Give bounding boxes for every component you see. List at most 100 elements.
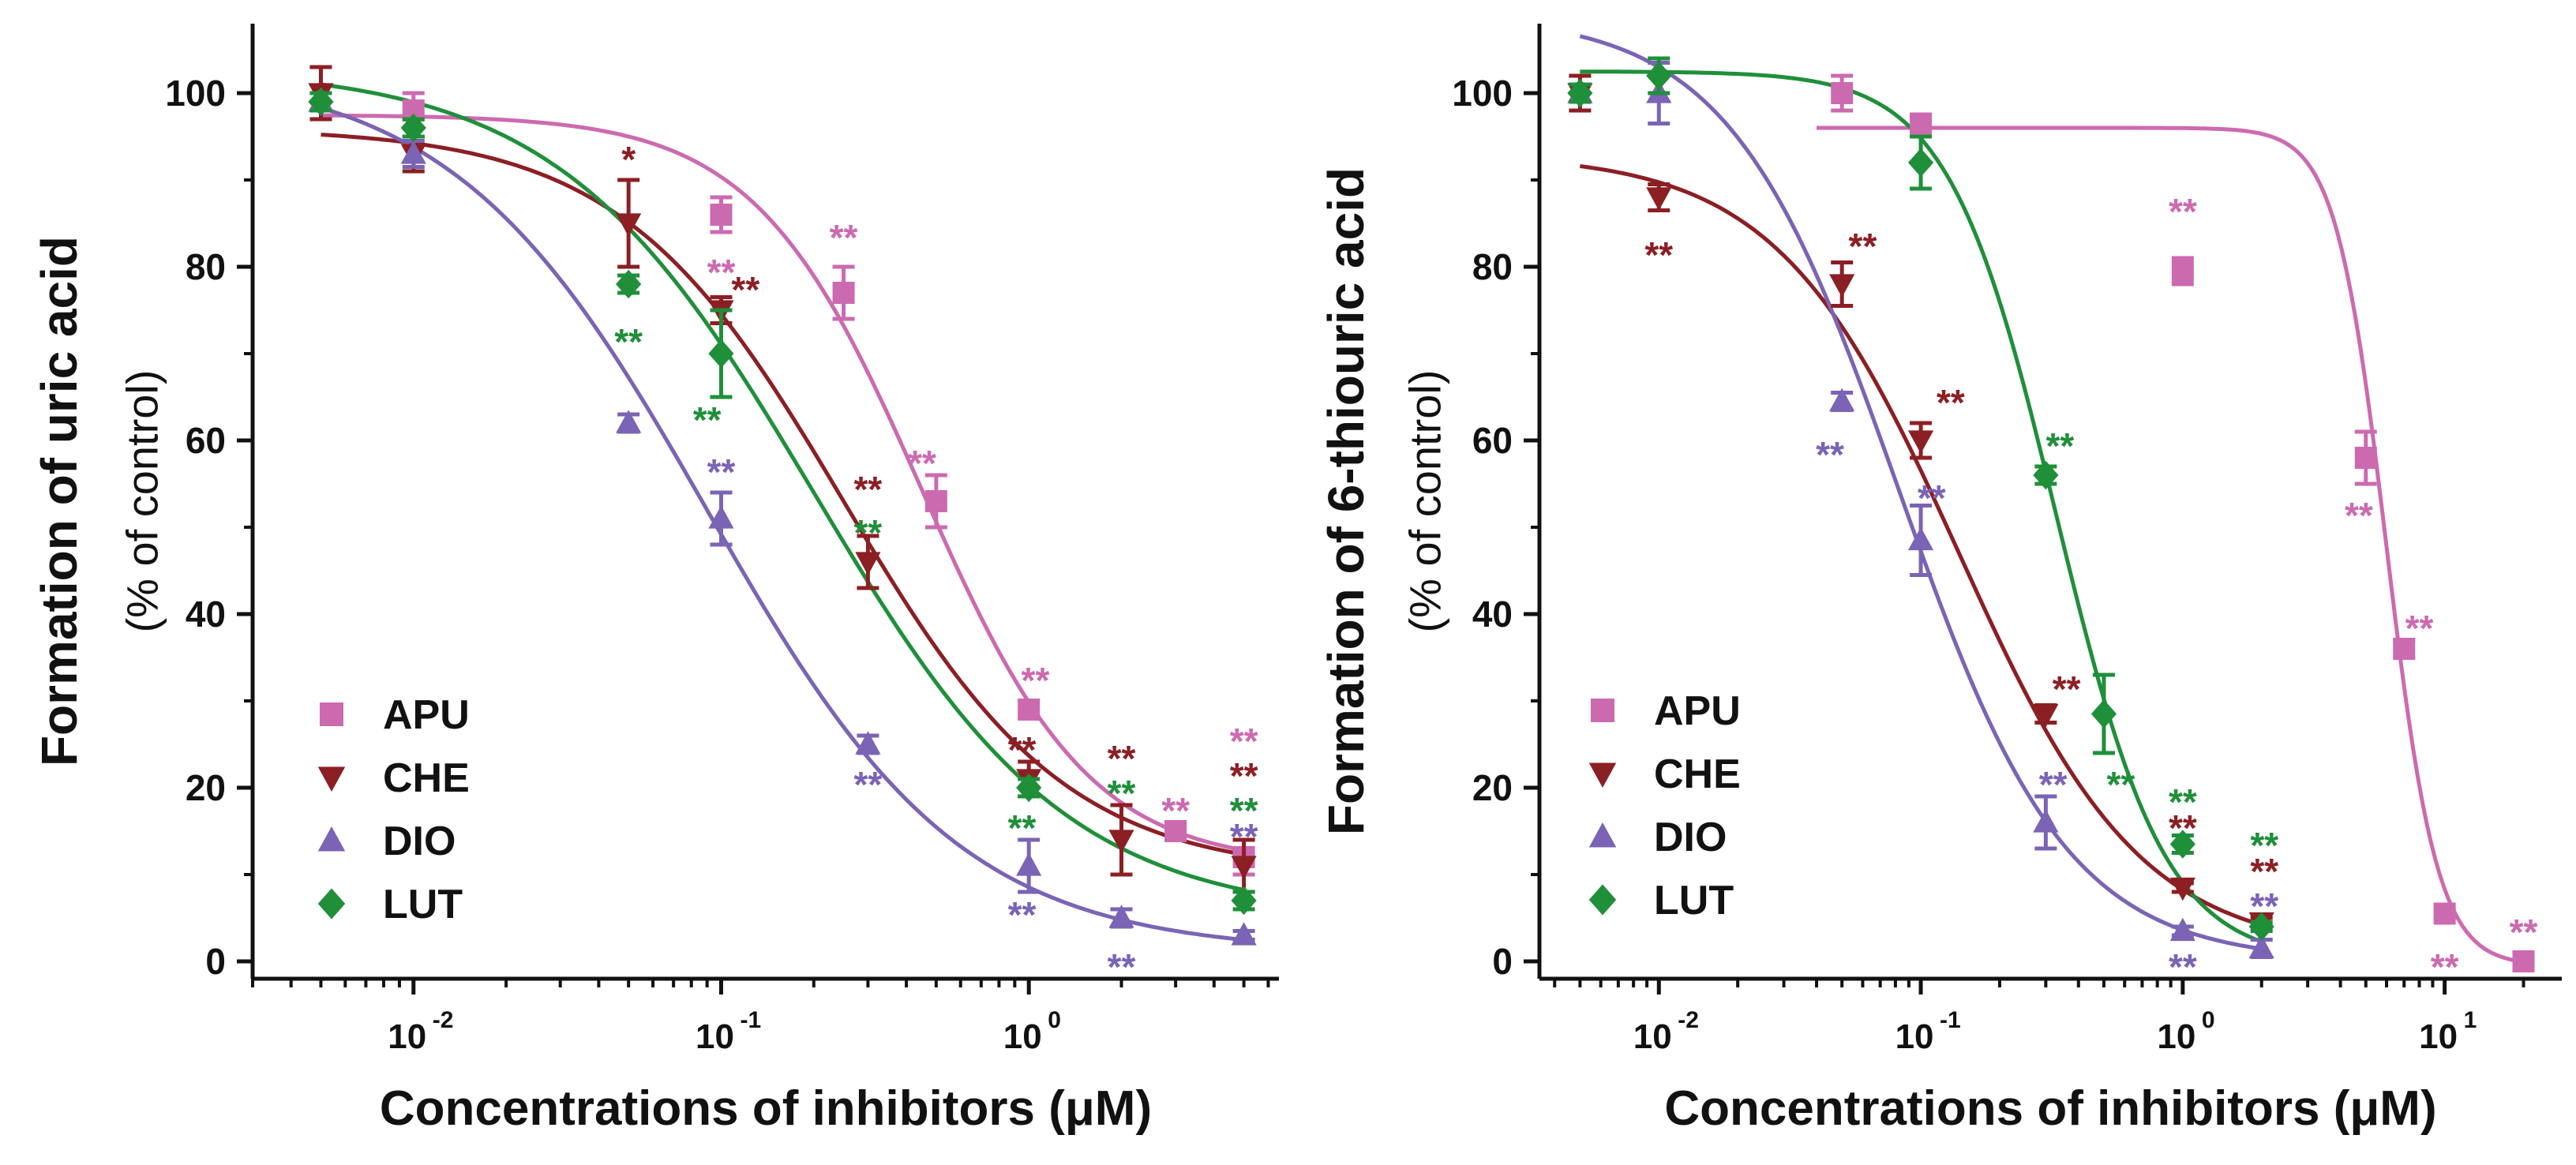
data-point-che	[1829, 274, 1855, 298]
y-tick-label: 40	[186, 594, 226, 635]
legend-label-che: CHE	[1654, 751, 1741, 797]
y-tick-label: 0	[1492, 941, 1513, 982]
data-point-dio	[708, 505, 734, 529]
significance-mark: *	[621, 139, 636, 180]
significance-mark: **	[1008, 729, 1037, 770]
x-tick-label: 10	[388, 1017, 426, 1056]
significance-mark: **	[2039, 764, 2068, 805]
legend-label-dio: DIO	[383, 818, 456, 864]
y-tick-label: 80	[186, 246, 226, 287]
data-point-apu	[1018, 699, 1041, 721]
legend-label-apu: APU	[1654, 688, 1741, 734]
x-tick-label: 10	[1895, 1017, 1934, 1056]
significance-mark: **	[2045, 425, 2074, 466]
y-tick-label: 40	[1472, 594, 1513, 635]
data-point-apu	[2512, 950, 2535, 972]
x-tick-label: 10	[2419, 1017, 2458, 1056]
significance-mark: **	[1108, 946, 1136, 987]
data-point-lut	[2248, 912, 2274, 942]
x-tick-exponent: -1	[1940, 1007, 1961, 1033]
x-tick-label: 10	[696, 1017, 734, 1056]
legend-label-che: CHE	[383, 755, 470, 801]
significance-mark: **	[1022, 660, 1050, 701]
significance-mark: **	[854, 469, 883, 510]
significance-mark: **	[1161, 790, 1190, 831]
significance-mark: **	[1918, 478, 1946, 519]
y-axis-subtitle: (% of control)	[118, 370, 167, 633]
data-point-che	[616, 213, 642, 237]
y-tick-label: 100	[1452, 73, 1513, 114]
data-point-lut	[1646, 61, 1672, 91]
significance-mark: **	[614, 321, 643, 362]
y-tick-label: 60	[186, 420, 226, 461]
data-point-dio	[1016, 852, 1042, 876]
legend-marker-che	[1588, 762, 1617, 788]
data-point-apu	[2354, 447, 2377, 469]
fit-curve-dio	[320, 106, 1244, 942]
significance-mark: **	[854, 512, 883, 553]
significance-mark: **	[2250, 825, 2278, 866]
fit-curve-apu	[1817, 125, 2524, 965]
data-point-lut	[2169, 830, 2195, 859]
significance-mark: **	[2510, 912, 2538, 953]
data-point-che	[2033, 703, 2059, 728]
x-tick-exponent: 0	[2202, 1007, 2215, 1033]
y-axis-title: Formation of 6-thiouric acid	[1318, 167, 1374, 835]
significance-mark: **	[1937, 382, 1965, 423]
legend-label-lut: LUT	[1654, 878, 1734, 923]
data-point-dio	[2033, 809, 2059, 833]
y-axis-subtitle: (% of control)	[1400, 370, 1450, 633]
significance-mark: **	[1008, 807, 1037, 848]
legend-marker-dio	[1588, 822, 1617, 848]
y-tick-label: 20	[186, 767, 226, 808]
data-point-dio	[616, 410, 642, 433]
x-tick-exponent: 1	[2464, 1007, 2477, 1033]
y-tick-label: 20	[1472, 767, 1513, 808]
data-point-che	[1646, 187, 1672, 211]
fit-curve-che	[321, 133, 1245, 857]
data-point-lut	[400, 113, 426, 143]
data-point-lut	[308, 87, 334, 117]
significance-mark: **	[2169, 946, 2197, 987]
legend-label-lut: LUT	[383, 882, 463, 927]
significance-mark: **	[2169, 781, 2197, 822]
legend-marker-lut	[1588, 884, 1617, 916]
data-point-dio	[1829, 388, 1855, 412]
data-point-dio	[400, 140, 426, 164]
significance-mark: **	[2250, 886, 2278, 927]
data-point-apu	[924, 490, 947, 512]
x-tick-label: 10	[1003, 1017, 1042, 1056]
significance-mark: **	[1230, 721, 1258, 762]
data-point-lut	[1231, 886, 1257, 916]
legend-marker-apu	[320, 702, 343, 726]
data-point-apu	[2393, 638, 2416, 660]
data-point-dio	[2248, 935, 2274, 959]
significance-mark: **	[830, 217, 858, 258]
x-tick-exponent: -1	[740, 1007, 761, 1033]
significance-mark: **	[854, 764, 883, 805]
x-tick-label: 10	[2157, 1017, 2195, 1056]
legend-label-dio: DIO	[1654, 815, 1727, 860]
significance-mark: **	[2345, 495, 2373, 536]
data-point-apu	[2433, 902, 2456, 925]
legend-marker-che	[317, 766, 346, 792]
data-point-lut	[616, 269, 642, 299]
legend-marker-apu	[1591, 699, 1614, 722]
x-axis-title: Concentrations of inhibitors (μM)	[1664, 1081, 2436, 1136]
data-point-lut	[1907, 148, 1934, 178]
data-point-lut	[2033, 460, 2059, 490]
data-point-che	[1108, 830, 1134, 853]
significance-mark: **	[1230, 816, 1258, 857]
data-point-apu	[710, 204, 733, 226]
x-tick-exponent: -2	[1678, 1007, 1699, 1033]
fit-curve-che	[1580, 164, 2263, 927]
significance-mark: **	[707, 451, 736, 493]
x-tick-exponent: 0	[1048, 1007, 1061, 1033]
legend-marker-lut	[317, 888, 346, 920]
significance-mark: **	[1816, 434, 1844, 475]
data-point-dio	[2169, 917, 2195, 942]
data-point-apu	[1831, 82, 1854, 104]
significance-mark: **	[1108, 773, 1136, 814]
significance-mark: **	[731, 269, 759, 310]
